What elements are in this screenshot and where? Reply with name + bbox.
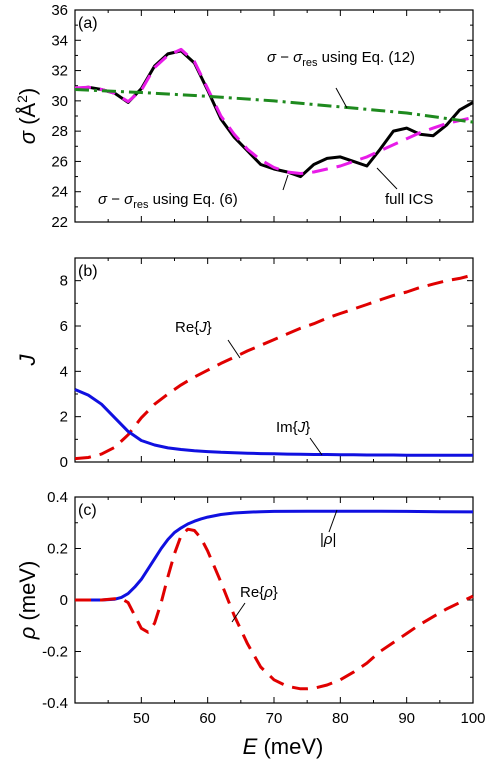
- annot-text: Re{: [240, 584, 264, 601]
- annotation-re-j: Re{J}: [175, 319, 212, 336]
- annot-symbol: ρ: [263, 584, 273, 601]
- y-tick-label: 2: [60, 409, 68, 426]
- annot-text: |: [333, 531, 337, 548]
- annotation-abs-rho: |ρ|: [320, 531, 336, 548]
- y-label-unit: (meV): [15, 561, 40, 627]
- annot-symbol: ρ: [323, 531, 333, 548]
- series-: [75, 509, 474, 602]
- annotation-leader: [376, 167, 398, 190]
- annot-text: |: [320, 531, 324, 548]
- annotation-eq6: σ − σres using Eq. (6): [98, 191, 238, 211]
- annot-subscript: res: [133, 199, 149, 211]
- panel-label: (b): [78, 263, 98, 280]
- y-tick-label: 8: [60, 273, 68, 290]
- annot-text: Re{: [175, 319, 199, 336]
- annotation-full-ics: full ICS: [385, 191, 433, 208]
- annot-operator: −: [107, 191, 124, 208]
- annotation-re-rho: Re{ρ}: [240, 584, 278, 601]
- x-tick-label: 60: [199, 710, 216, 727]
- annotation-leader: [309, 437, 323, 456]
- y-tick-label: 32: [51, 63, 68, 80]
- y-tick-label: 24: [51, 184, 68, 201]
- y-tick-label: 0.4: [47, 489, 68, 506]
- y-tick-label: 6: [60, 318, 68, 335]
- y-tick-label: -0.4: [42, 695, 68, 712]
- x-tick-label: 70: [266, 710, 283, 727]
- annot-symbol: σ: [267, 49, 277, 66]
- y-label-symbol: ρ: [15, 627, 40, 641]
- annot-text: }: [207, 319, 212, 336]
- y-tick-label: 30: [51, 93, 68, 110]
- annot-text: using Eq. (6): [148, 191, 237, 208]
- annot-text: }: [305, 419, 310, 436]
- annot-symbol: σ: [98, 191, 108, 208]
- y-tick-label: 4: [60, 363, 68, 380]
- annot-operator: −: [276, 49, 293, 66]
- y-label-unit: ): [15, 88, 40, 95]
- panel-1: 22 24 26 28 30 32 34 36 (a): [51, 2, 474, 231]
- x-label-unit: (meV): [257, 734, 323, 759]
- x-tick-label: 50: [133, 710, 150, 727]
- y-label-symbol: J: [15, 354, 40, 367]
- x-tick-label: 100: [460, 710, 485, 727]
- x-tick-label: 90: [398, 710, 415, 727]
- series-res-using-eq-6: [74, 47, 474, 175]
- annot-text: Im{: [276, 419, 298, 436]
- annot-symbol: J: [297, 419, 306, 436]
- annot-text: using Eq. (12): [317, 49, 415, 66]
- annotation-leader: [227, 339, 241, 359]
- series-im-j: [74, 388, 473, 457]
- annotation-leader: [231, 602, 246, 623]
- series-full-ics: [74, 49, 474, 179]
- panel-2: 0 2 4 6 8 (b): [60, 257, 474, 471]
- y-tick-label: 0.2: [47, 541, 68, 558]
- annot-subscript: res: [302, 57, 318, 69]
- y-tick-label: 22: [51, 214, 68, 231]
- annotation-leader: [282, 174, 289, 191]
- panel-label: (a): [78, 15, 98, 32]
- annotation-eq12: σ − σres using Eq. (12): [267, 49, 415, 69]
- annot-text: }: [273, 584, 278, 601]
- panel-label: (c): [78, 502, 97, 519]
- y-tick-label: 0: [60, 592, 68, 609]
- y-tick-label: 28: [51, 123, 68, 140]
- x-axis-label: E (meV): [243, 734, 324, 759]
- panel-3: -0.4 -0.2 0 0.2 0.4 50 60 70 80 90 100 (c): [42, 489, 485, 727]
- series-re-j: [74, 273, 474, 461]
- x-label-symbol: E: [243, 734, 258, 759]
- y-tick-label: 0: [60, 454, 68, 471]
- annot-symbol: σ: [124, 191, 134, 208]
- annot-symbol: σ: [293, 49, 303, 66]
- y-tick-label: 34: [51, 32, 68, 49]
- y-tick-label: 36: [51, 2, 68, 19]
- series-re: [75, 527, 474, 691]
- y-tick-label: 26: [51, 153, 68, 170]
- y-label-exponent: 2: [14, 95, 30, 103]
- y-tick-label: -0.2: [42, 644, 68, 661]
- annot-symbol: J: [198, 319, 207, 336]
- y-axis-label: ρ (meV): [15, 561, 40, 641]
- x-tick-label: 80: [332, 710, 349, 727]
- y-axis-label: σ (Å2): [14, 88, 40, 145]
- series-res-using-eq-12: [74, 88, 474, 124]
- y-axis-label: J: [15, 354, 40, 367]
- annotation-im-j: Im{J}: [276, 419, 310, 436]
- annotation-leader: [335, 87, 348, 109]
- y-label-symbol: σ: [15, 130, 40, 144]
- annotation-leader: [328, 509, 338, 533]
- y-label-unit: (Å: [15, 103, 40, 131]
